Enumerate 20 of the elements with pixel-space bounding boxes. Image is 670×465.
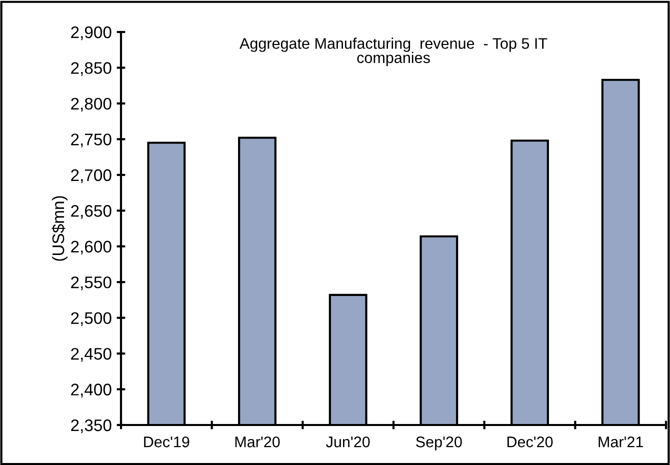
y-tick-label: 2,450 — [71, 348, 112, 362]
y-tick-label: 2,700 — [71, 169, 112, 184]
y-tick-label: 2,550 — [71, 276, 112, 290]
y-tick-label: 2,500 — [71, 312, 112, 326]
y-axis-title: (US$mn) — [52, 196, 68, 261]
x-tick-label: Jun'20 — [326, 436, 370, 448]
x-tick-label: Dec'20 — [507, 436, 553, 448]
y-tick-label: 2,900 — [71, 26, 112, 40]
y-tick-label: 2,350 — [71, 419, 112, 434]
x-tick-label: Sep'20 — [416, 436, 462, 450]
y-tick-label: 2,650 — [71, 205, 112, 219]
y-tick-label: 2,850 — [71, 62, 112, 76]
text: Aggregate Manufacturing revenue - Top 5 IT companies — [240, 38, 548, 66]
y-tick-label: 2,600 — [71, 240, 112, 255]
x-tick-label: Dec'19 — [144, 436, 190, 448]
y-tick-label: 2,750 — [71, 134, 112, 148]
y-tick-label: 2,800 — [71, 98, 112, 112]
x-tick-label: Mar'21 — [598, 436, 643, 448]
x-tick-label: Mar'20 — [235, 436, 280, 448]
y-tick-label: 2,400 — [71, 384, 112, 398]
